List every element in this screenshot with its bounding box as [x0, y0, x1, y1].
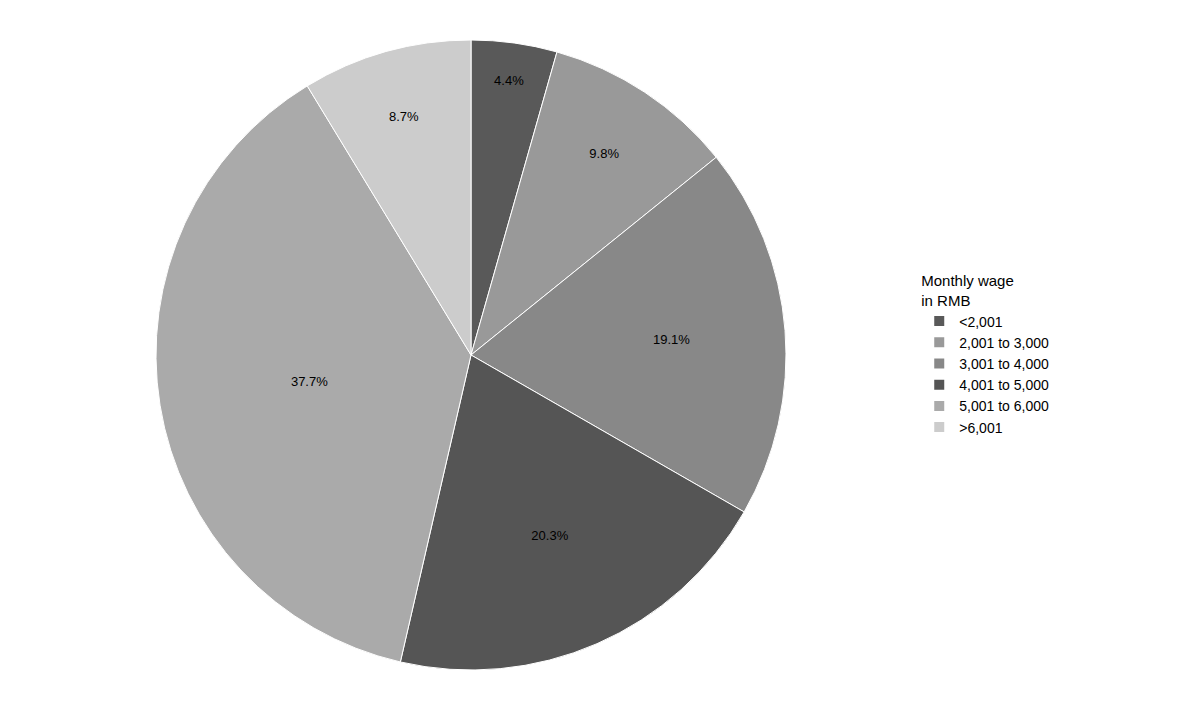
svg-text:4.4%: 4.4%: [494, 73, 524, 88]
svg-text:5,001 to 6,000: 5,001 to 6,000: [959, 398, 1049, 414]
svg-text:2,001 to 3,000: 2,001 to 3,000: [959, 335, 1049, 351]
svg-text:<2,001: <2,001: [959, 314, 1002, 330]
svg-text:>6,001: >6,001: [959, 420, 1002, 436]
svg-text:Monthly wagein RMB: Monthly wagein RMB: [921, 272, 1014, 309]
svg-text:4,001 to 5,000: 4,001 to 5,000: [959, 377, 1049, 393]
svg-text:3,001 to 4,000: 3,001 to 4,000: [959, 356, 1049, 372]
svg-text:8.7%: 8.7%: [389, 109, 419, 124]
svg-text:20.3%: 20.3%: [531, 528, 568, 543]
svg-text:19.1%: 19.1%: [653, 332, 690, 347]
svg-text:37.7%: 37.7%: [291, 374, 328, 389]
svg-text:9.8%: 9.8%: [589, 146, 619, 161]
